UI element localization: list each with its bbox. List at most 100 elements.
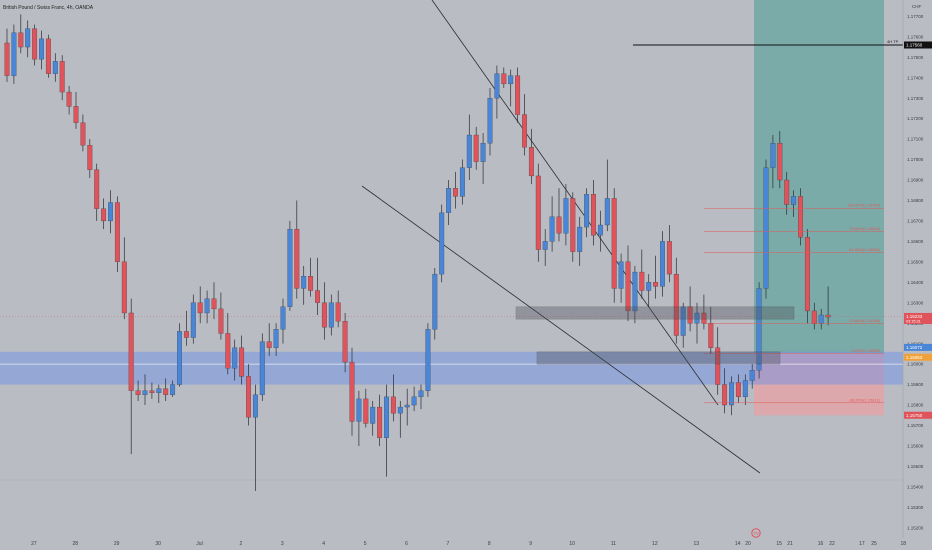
candle-body[interactable] — [473, 134, 479, 162]
candle-body[interactable] — [80, 122, 86, 146]
candle-body[interactable] — [18, 32, 24, 48]
candle-body[interactable] — [59, 61, 65, 93]
candle-body[interactable] — [156, 388, 162, 393]
candle-body[interactable] — [384, 396, 389, 438]
candle-body[interactable] — [218, 308, 224, 334]
candle-body[interactable] — [432, 273, 438, 330]
candle-body[interactable] — [742, 380, 748, 398]
candle-body[interactable] — [101, 208, 107, 222]
candle-body[interactable] — [687, 306, 693, 324]
candle-body[interactable] — [4, 42, 10, 76]
candle-body[interactable] — [273, 329, 279, 348]
candle-body[interactable] — [225, 333, 231, 369]
candle-body[interactable] — [804, 237, 810, 312]
candle-body[interactable] — [204, 298, 210, 314]
candle-body[interactable] — [308, 276, 314, 291]
candle-body[interactable] — [135, 390, 141, 395]
candle-body[interactable] — [784, 179, 790, 205]
candle-body[interactable] — [315, 290, 320, 303]
candle-body[interactable] — [618, 261, 624, 289]
candle-body[interactable] — [722, 384, 728, 406]
candle-body[interactable] — [466, 134, 472, 168]
candle-body[interactable] — [246, 376, 251, 418]
candle-body[interactable] — [811, 310, 817, 324]
candle-body[interactable] — [459, 167, 465, 197]
candle-body[interactable] — [604, 198, 610, 226]
tradingview-logo[interactable]: TV — [751, 528, 761, 538]
candle-body[interactable] — [494, 73, 500, 99]
candle-body[interactable] — [818, 314, 824, 324]
candle-body[interactable] — [411, 396, 417, 406]
candle-body[interactable] — [170, 384, 176, 395]
candle-body[interactable] — [190, 302, 196, 338]
candle-body[interactable] — [121, 261, 127, 314]
candle-body[interactable] — [363, 398, 369, 424]
candle-body[interactable] — [597, 224, 603, 236]
candle-body[interactable] — [197, 302, 203, 314]
candle-body[interactable] — [94, 169, 100, 209]
candle-body[interactable] — [259, 341, 265, 395]
candle-body[interactable] — [763, 167, 769, 289]
candle-body[interactable] — [798, 196, 803, 238]
candle-body[interactable] — [508, 75, 514, 85]
candle-body[interactable] — [680, 306, 686, 336]
candle-body[interactable] — [729, 382, 734, 406]
candle-body[interactable] — [770, 143, 776, 168]
candle-body[interactable] — [570, 198, 576, 252]
candle-body[interactable] — [501, 73, 507, 85]
candle-body[interactable] — [404, 404, 410, 408]
candle-body[interactable] — [453, 188, 458, 197]
candle-body[interactable] — [335, 302, 341, 322]
candle-body[interactable] — [528, 147, 534, 177]
candle-body[interactable] — [625, 261, 631, 312]
candle-body[interactable] — [577, 226, 583, 252]
candle-body[interactable] — [356, 398, 362, 422]
candle-body[interactable] — [735, 382, 741, 398]
candle-body[interactable] — [149, 390, 155, 393]
target-zone[interactable] — [754, 0, 884, 354]
candle-body[interactable] — [66, 91, 72, 107]
candle-body[interactable] — [653, 282, 659, 287]
candle-body[interactable] — [542, 241, 548, 250]
candle-body[interactable] — [301, 276, 307, 289]
candle-body[interactable] — [397, 406, 403, 414]
candle-body[interactable] — [287, 228, 293, 307]
candle-body[interactable] — [183, 331, 189, 338]
candle-body[interactable] — [328, 302, 334, 328]
candle-body[interactable] — [439, 212, 445, 275]
candle-body[interactable] — [114, 202, 120, 262]
candle-body[interactable] — [660, 241, 665, 287]
candle-body[interactable] — [673, 273, 679, 336]
demand-box-lower[interactable] — [536, 351, 781, 365]
candle-body[interactable] — [522, 114, 527, 148]
candle-body[interactable] — [639, 271, 645, 291]
candle-body[interactable] — [584, 194, 590, 228]
candle-body[interactable] — [777, 143, 783, 181]
candle-body[interactable] — [108, 202, 113, 222]
candle-body[interactable] — [232, 347, 238, 369]
candle-body[interactable] — [252, 394, 258, 418]
candle-body[interactable] — [266, 341, 272, 348]
candle-body[interactable] — [535, 175, 541, 250]
candle-body[interactable] — [480, 143, 486, 162]
candle-body[interactable] — [556, 216, 562, 234]
candle-body[interactable] — [342, 321, 348, 363]
candle-body[interactable] — [321, 302, 327, 328]
candle-body[interactable] — [294, 228, 300, 289]
candle-body[interactable] — [163, 388, 169, 395]
candle-body[interactable] — [791, 196, 797, 205]
descending-trendline-lower[interactable] — [361, 185, 761, 474]
candle-body[interactable] — [142, 390, 148, 395]
candle-body[interactable] — [694, 312, 700, 324]
price-axis[interactable] — [903, 0, 932, 550]
candle-body[interactable] — [177, 331, 182, 385]
candle-body[interactable] — [39, 38, 44, 60]
candle-body[interactable] — [73, 106, 79, 123]
candle-body[interactable] — [515, 75, 521, 115]
candle-body[interactable] — [825, 314, 831, 318]
candle-body[interactable] — [418, 390, 424, 398]
candle-body[interactable] — [390, 396, 396, 414]
candle-body[interactable] — [11, 32, 17, 76]
candle-body[interactable] — [87, 145, 93, 170]
